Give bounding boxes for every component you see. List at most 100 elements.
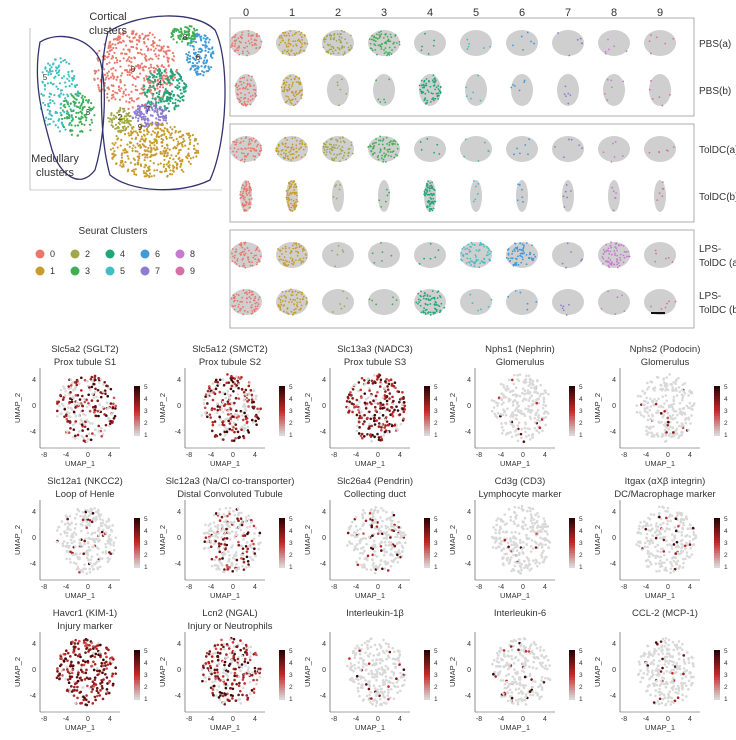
tissue-spot (483, 141, 486, 144)
umap-point (41, 71, 44, 74)
tissue-spot (252, 155, 255, 157)
umap-point (52, 120, 55, 123)
tissue-spot (323, 40, 326, 43)
tissue-spot (241, 52, 244, 55)
umap-point (149, 72, 152, 75)
tissue-section (506, 289, 538, 315)
umap-point (131, 83, 134, 86)
feature-point (680, 422, 684, 425)
umap-point (97, 84, 100, 87)
feature-point (223, 408, 227, 411)
tissue-spot (396, 154, 399, 157)
umap-point (75, 83, 79, 87)
tissue-spot (347, 151, 350, 154)
umap-point (77, 111, 80, 114)
legend-label-5: 5 (120, 266, 125, 276)
feature-point (221, 410, 225, 414)
umap-point (167, 64, 170, 67)
tissue-spot (230, 46, 232, 48)
umap-point (161, 64, 164, 67)
umap-point (163, 91, 166, 94)
feature-xlabel: UMAP_1 (65, 459, 95, 468)
umap-point (133, 112, 137, 115)
feature-point (93, 378, 97, 382)
feature-point (377, 422, 381, 425)
tissue-spot (336, 33, 339, 36)
umap-point (200, 35, 203, 38)
feature-point (254, 419, 257, 423)
feature-point (231, 428, 234, 432)
umap-point (157, 57, 160, 60)
umap-point (142, 69, 145, 72)
tissue-spot (435, 86, 438, 89)
feature-point (87, 420, 90, 423)
tissue-spot (609, 244, 612, 247)
tissue-spot (277, 145, 280, 147)
tissue-spot (396, 143, 399, 146)
umap-point (150, 175, 153, 178)
tissue-spot (291, 204, 294, 207)
tissue-spot (328, 148, 331, 151)
feature-point (94, 428, 97, 432)
tissue-spot (375, 303, 378, 306)
tissue-spot (564, 85, 567, 88)
tissue-spot (388, 148, 391, 151)
feature-point (536, 379, 539, 383)
row-label-0-1-0: PBS(b) (699, 86, 731, 97)
umap-point (52, 82, 55, 86)
feature-point (248, 382, 252, 385)
feature-point (513, 399, 517, 402)
feature-point (230, 401, 234, 405)
tissue-spot (381, 143, 384, 146)
tissue-spot (382, 36, 385, 39)
feature-point (75, 383, 79, 387)
tissue-spot (325, 151, 328, 153)
umap-point (176, 84, 179, 87)
umap-point (134, 168, 137, 171)
feature-point (66, 430, 69, 433)
tissue-spot (288, 38, 290, 41)
feature-point (85, 398, 88, 401)
feature-point (528, 415, 532, 419)
tissue-spot (243, 76, 246, 79)
umap-point (175, 28, 178, 31)
tissue-spot (300, 36, 303, 38)
umap-point (161, 86, 165, 89)
feature-point (243, 404, 247, 408)
tissue-spot (393, 41, 395, 44)
feature-point (345, 399, 349, 403)
tissue-spot (280, 37, 283, 39)
feature-point (90, 399, 94, 402)
umap-point (185, 30, 189, 33)
umap-point (208, 68, 211, 71)
tissue-spot (245, 192, 248, 195)
tissue-spot (294, 247, 297, 250)
tissue-spot (335, 197, 338, 200)
tissue-spot (372, 39, 375, 41)
feature-point (69, 426, 72, 430)
umap-point (109, 44, 112, 47)
umap-point (42, 101, 45, 104)
legend-label-4: 4 (120, 249, 125, 259)
tissue-spot (282, 156, 285, 159)
tissue-spot (650, 52, 652, 55)
tissue-spot (390, 140, 392, 143)
tissue-spot (420, 79, 423, 82)
tissue-spot (424, 311, 426, 314)
tissue-spot (292, 247, 295, 250)
umap-point (177, 36, 180, 39)
tissue-spot (231, 42, 234, 45)
feature-point (360, 416, 363, 420)
umap-point (193, 29, 196, 32)
tissue-spot (284, 31, 287, 34)
umap-point (165, 122, 169, 125)
colorbar-step (424, 423, 430, 427)
umap-point (150, 133, 153, 136)
tissue-spot (622, 254, 625, 257)
colorbar-step (424, 393, 430, 397)
tissue-spot (424, 292, 426, 295)
feature-point (639, 395, 642, 398)
tissue-spot (427, 52, 430, 55)
tissue-spot (237, 49, 239, 52)
feature-point (677, 376, 680, 380)
